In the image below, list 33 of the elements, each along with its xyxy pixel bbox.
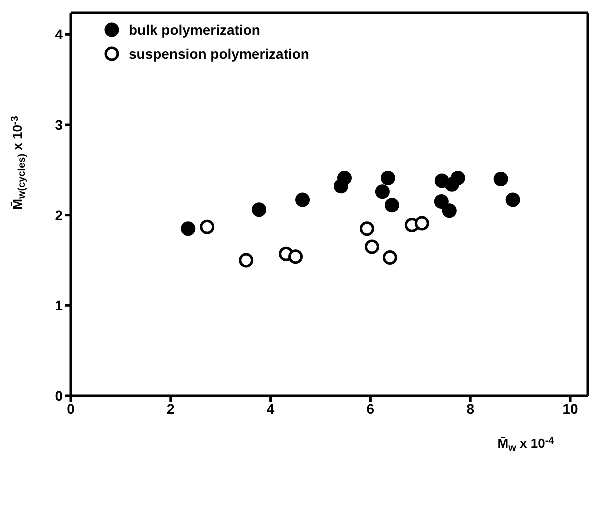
x-tick-label: 2: [167, 400, 176, 417]
point: [239, 253, 254, 268]
point: [434, 194, 449, 210]
x-tick-label: 4: [266, 400, 275, 417]
x-tick-label: 10: [562, 400, 579, 417]
y-tick-label: 3: [55, 116, 64, 133]
x-tick-label: 8: [466, 400, 475, 417]
y-tick-label: 1: [55, 298, 64, 314]
x-tick-label: 0: [67, 400, 76, 417]
point: [375, 184, 390, 200]
y-tick-label: 0: [55, 388, 64, 404]
point: [288, 250, 304, 264]
point: [296, 192, 310, 208]
point: [181, 222, 196, 236]
point: [494, 172, 508, 186]
x-axis-title: M̄$_{w}$ x 10$^{-4}$: [498, 436, 555, 454]
point: [382, 250, 398, 266]
y-tick-label: 2: [55, 207, 64, 224]
point: [380, 171, 396, 186]
point: [414, 216, 430, 231]
point: [252, 202, 267, 218]
point: [506, 192, 520, 208]
point: [200, 220, 215, 234]
legend-label: bulk polymerization: [129, 22, 260, 38]
point: [384, 198, 400, 213]
y-tick-label: 4: [55, 26, 64, 43]
point: [450, 171, 466, 186]
point: [364, 240, 380, 254]
point: [360, 222, 374, 236]
x-tick-label: 6: [366, 400, 375, 417]
legend-label: suspension polymerization: [129, 46, 310, 62]
point: [334, 179, 348, 194]
point: [442, 204, 457, 218]
